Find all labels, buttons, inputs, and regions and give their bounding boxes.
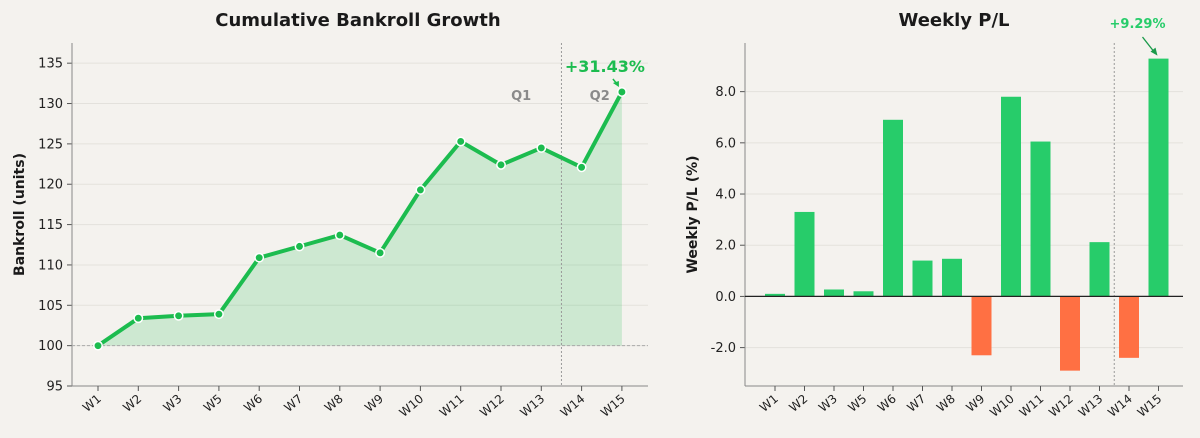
x-tick-label: W5	[201, 392, 225, 415]
x-tick-label: W10	[987, 392, 1017, 420]
bar	[794, 211, 815, 297]
annotation-arrowhead	[1150, 47, 1158, 56]
bar	[1030, 141, 1051, 297]
data-point	[616, 87, 627, 97]
data-point	[93, 340, 103, 351]
growth-annotation: +31.43%	[565, 57, 645, 76]
x-tick-label: W13	[517, 392, 547, 420]
y-tick-label: 6.0	[715, 136, 736, 151]
x-tick-label: W11	[437, 392, 467, 420]
series-line	[96, 89, 624, 348]
x-tick-label: W8	[322, 392, 346, 415]
bar	[883, 119, 903, 297]
x-tick-label: W9	[963, 392, 987, 415]
data-point	[213, 309, 224, 320]
y-tick-label: 105	[38, 299, 63, 314]
data-point	[133, 313, 144, 324]
x-tick-label: W15	[1135, 392, 1165, 420]
x-tick-label: W10	[397, 392, 427, 420]
y-tick-label: 8.0	[715, 85, 736, 100]
x-tick-label: W11	[1017, 392, 1047, 420]
y-tick-label: 110	[38, 258, 63, 273]
bar	[912, 260, 933, 297]
x-tick-label: W15	[598, 392, 628, 420]
data-point	[254, 252, 265, 263]
bar-chart-ylabel: Weekly P/L (%)	[685, 155, 701, 273]
bar	[971, 296, 992, 356]
x-tick-label: W12	[1046, 392, 1076, 420]
x-tick-label: W1	[757, 392, 781, 415]
x-tick-label: W13	[1076, 392, 1106, 420]
line-chart: Cumulative Bankroll Growth Bankroll (unit…	[12, 10, 648, 420]
bar	[1119, 296, 1139, 358]
data-point	[334, 230, 345, 241]
data-point	[375, 247, 386, 258]
x-tick-label: W2	[786, 392, 810, 415]
quarter-label: Q1	[511, 89, 531, 104]
quarter-label: Q2	[590, 89, 610, 104]
bar-chart: Weekly P/L Weekly P/L (%) -2.0 0.0 2.0 4.0 6.0…	[685, 10, 1183, 420]
x-tick-label: W8	[934, 392, 958, 415]
data-point	[536, 142, 547, 153]
x-tick-label: W9	[362, 392, 386, 415]
x-tick-label: W7	[281, 392, 305, 415]
x-tick-label: W1	[80, 392, 104, 415]
bar	[1001, 96, 1021, 297]
bar	[942, 258, 962, 297]
y-tick-label: 4.0	[715, 188, 736, 203]
x-tick-label: W14	[558, 392, 588, 420]
y-tick-label: 130	[38, 97, 63, 112]
data-point	[294, 241, 305, 252]
y-tick-label: 100	[38, 339, 63, 354]
bar	[765, 293, 785, 297]
bar	[1089, 242, 1110, 297]
y-tick-label: 120	[38, 178, 63, 193]
y-tick-label: -2.0	[711, 341, 736, 356]
y-tick-label: 0.0	[715, 290, 736, 305]
x-tick-label: W6	[875, 392, 899, 415]
area-fill	[98, 91, 622, 346]
x-tick-label: W3	[816, 392, 840, 415]
x-tick-label: W5	[845, 392, 869, 415]
y-tick-label: 135	[38, 57, 63, 72]
x-tick-label: W6	[241, 392, 265, 415]
line-chart-ylabel: Bankroll (units)	[12, 153, 28, 276]
x-tick-label: W7	[904, 392, 928, 415]
data-point	[173, 310, 184, 321]
bar	[1148, 58, 1169, 297]
bar-chart-title: Weekly P/L	[898, 10, 1009, 31]
x-tick-label: W3	[161, 392, 185, 415]
line-chart-title: Cumulative Bankroll Growth	[215, 10, 500, 31]
y-tick-label: 115	[38, 218, 63, 233]
data-point	[496, 159, 506, 170]
x-tick-label: W12	[477, 392, 507, 420]
bar	[824, 289, 844, 297]
y-tick-label: 95	[46, 380, 63, 395]
y-tick-label: 125	[38, 137, 63, 152]
data-point	[415, 184, 426, 195]
data-point	[576, 162, 587, 173]
x-tick-label: W14	[1105, 392, 1135, 420]
bar	[1060, 296, 1080, 371]
data-point	[455, 136, 466, 147]
pl-annotation: +9.29%	[1110, 17, 1166, 32]
annotation-arrowhead	[612, 80, 619, 87]
y-tick-label: 2.0	[715, 239, 736, 254]
x-tick-label: W2	[120, 392, 144, 415]
bar	[853, 291, 874, 297]
